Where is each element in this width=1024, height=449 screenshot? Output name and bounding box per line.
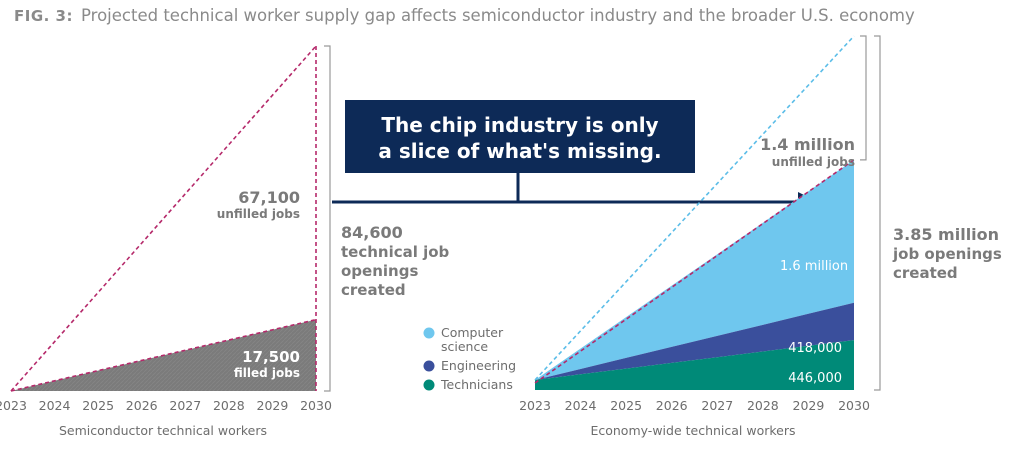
legend-computer-science-line1: Computer	[441, 325, 504, 340]
economy-legend: Computer science Engineering Technicians	[423, 325, 516, 392]
callout-line2: a slice of what's missing.	[378, 139, 661, 163]
economy-tick-2026: 2026	[656, 398, 688, 413]
figure-label: FIG. 3:	[14, 7, 73, 25]
semi-total-line3: openings	[341, 262, 418, 280]
semiconductor-axis-title: Semiconductor technical workers	[59, 423, 267, 438]
legend-swatch-technicians	[423, 379, 435, 391]
callout: The chip industry is only a slice of wha…	[332, 100, 818, 212]
semiconductor-tick-2028: 2028	[213, 398, 245, 413]
computer-science-area	[535, 159, 854, 380]
engineering-area	[535, 302, 854, 380]
semiconductor-tick-2025: 2025	[82, 398, 114, 413]
economy-tick-2028: 2028	[747, 398, 779, 413]
engineering-value-label: 418,000	[788, 341, 842, 356]
economy-chart: 2023 2024 2025 2026 2027 2028 2029 2030 Economy…	[423, 35, 1002, 438]
semi-total-line2: technical job	[341, 243, 450, 261]
economy-tick-2029: 2029	[793, 398, 825, 413]
semiconductor-chart: 2023 2024 2025 2026 2027 2028 2029 2030 Semicon…	[0, 45, 450, 438]
economy-tick-2030: 2030	[838, 398, 870, 413]
filled-dashed-line	[10, 318, 317, 392]
eco-total-line1: 3.85 million	[893, 225, 999, 244]
economy-unfilled-bracket	[860, 35, 867, 161]
legend-technicians: Technicians	[440, 377, 513, 392]
figure-heading: FIG. 3: Projected technical worker supply…	[14, 2, 915, 30]
semi-unfilled-label: unfilled jobs	[217, 207, 300, 221]
callout-box	[345, 100, 695, 173]
economy-openings-dashed-line	[534, 35, 855, 381]
economy-axis-title: Economy-wide technical workers	[590, 423, 795, 438]
semi-total-line4: created	[341, 281, 406, 299]
economy-total-bracket	[874, 35, 881, 391]
technicians-value-label: 446,000	[788, 371, 842, 386]
economy-tick-2027: 2027	[701, 398, 733, 413]
semiconductor-tick-2026: 2026	[126, 398, 158, 413]
semi-total-line1: 84,600	[341, 223, 403, 242]
semiconductor-tick-2029: 2029	[257, 398, 289, 413]
economy-tick-2023: 2023	[519, 398, 551, 413]
economy-x-ticks: 2023 2024 2025 2026 2027 2028 2029 2030	[519, 398, 870, 413]
semi-filled-value: 17,500	[242, 348, 300, 366]
legend-swatch-computer-science	[423, 327, 435, 339]
semi-unfilled-value: 67,100	[238, 188, 300, 207]
semiconductor-tick-2024: 2024	[39, 398, 71, 413]
semiconductor-x-ticks: 2023 2024 2025 2026 2027 2028 2029 2030	[0, 398, 332, 413]
semiconductor-total-bracket	[324, 45, 331, 392]
eco-unfilled-value: 1.4 million	[760, 135, 855, 154]
cs-value-label: 1.6 million	[780, 259, 848, 274]
eco-unfilled-label: unfilled jobs	[772, 155, 855, 169]
eco-total-line2: job openings	[892, 245, 1002, 263]
legend-swatch-engineering	[423, 360, 435, 372]
figure-title: Projected technical worker supply gap af…	[81, 6, 915, 25]
semiconductor-tick-2023: 2023	[0, 398, 27, 413]
semiconductor-tick-2030: 2030	[300, 398, 332, 413]
eco-total-line3: created	[893, 264, 958, 282]
callout-line1: The chip industry is only	[381, 113, 658, 137]
semiconductor-tick-2027: 2027	[169, 398, 201, 413]
legend-computer-science-line2: science	[441, 339, 488, 354]
technicians-area	[535, 340, 854, 390]
economy-tick-2024: 2024	[565, 398, 597, 413]
semi-filled-label: filled jobs	[234, 366, 300, 380]
legend-engineering: Engineering	[441, 358, 516, 373]
economy-filled-dashed-line	[534, 159, 855, 384]
economy-tick-2025: 2025	[610, 398, 642, 413]
